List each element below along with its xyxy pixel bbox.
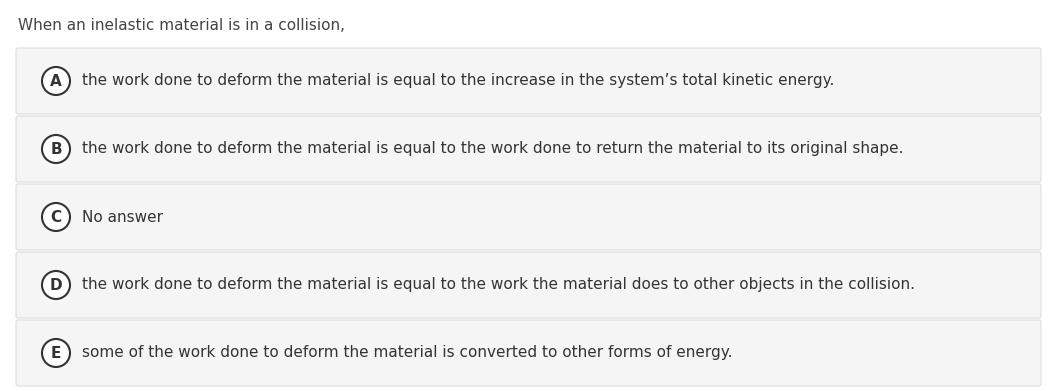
Ellipse shape: [42, 135, 70, 163]
FancyBboxPatch shape: [16, 116, 1041, 182]
Ellipse shape: [42, 67, 70, 95]
FancyBboxPatch shape: [16, 184, 1041, 250]
Text: the work done to deform the material is equal to the work done to return the mat: the work done to deform the material is …: [82, 142, 904, 156]
Text: D: D: [50, 278, 62, 292]
Text: When an inelastic material is in a collision,: When an inelastic material is in a colli…: [18, 18, 345, 33]
Text: B: B: [50, 142, 61, 156]
Ellipse shape: [42, 339, 70, 367]
Ellipse shape: [42, 271, 70, 299]
FancyBboxPatch shape: [16, 320, 1041, 386]
Ellipse shape: [42, 203, 70, 231]
Text: the work done to deform the material is equal to the work the material does to o: the work done to deform the material is …: [82, 278, 915, 292]
Text: No answer: No answer: [82, 210, 163, 224]
FancyBboxPatch shape: [16, 252, 1041, 318]
Text: some of the work done to deform the material is converted to other forms of ener: some of the work done to deform the mate…: [82, 346, 733, 361]
Text: A: A: [50, 74, 62, 88]
Text: E: E: [51, 346, 61, 361]
FancyBboxPatch shape: [16, 48, 1041, 114]
Text: the work done to deform the material is equal to the increase in the system’s to: the work done to deform the material is …: [82, 74, 834, 88]
Text: C: C: [51, 210, 61, 224]
